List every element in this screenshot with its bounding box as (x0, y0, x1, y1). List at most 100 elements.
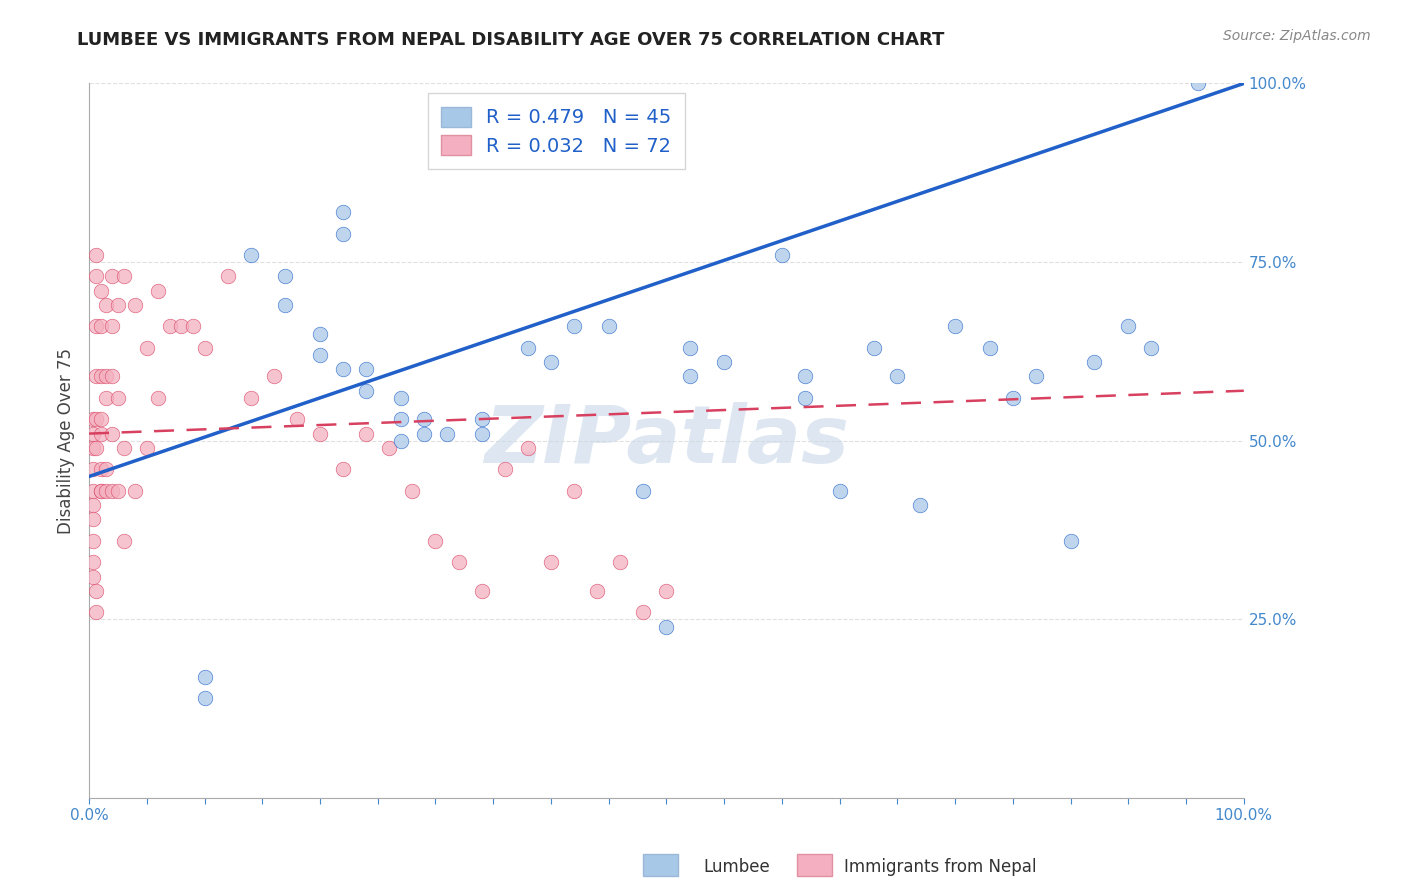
Point (112, 269, 135, 284)
Point (943, 319, 966, 334)
Point (101, 319, 124, 334)
Point (82, 555, 104, 569)
Point (124, 483, 146, 498)
Point (107, 391, 129, 405)
Point (354, 426, 377, 441)
Point (910, 498, 932, 512)
Point (90, 483, 112, 498)
Legend: R = 0.479   N = 45, R = 0.032   N = 72: R = 0.479 N = 45, R = 0.032 N = 72 (427, 93, 685, 169)
Point (217, 269, 239, 284)
Point (101, 483, 124, 498)
Point (90, 319, 112, 334)
Point (516, 341, 538, 355)
Point (107, 483, 129, 498)
Point (609, 555, 631, 569)
Point (633, 483, 655, 498)
Point (562, 483, 585, 498)
Point (84, 441, 107, 455)
Point (562, 319, 585, 334)
Point (101, 269, 124, 284)
Point (96, 298, 118, 312)
Point (516, 441, 538, 455)
Point (770, 248, 793, 262)
Point (413, 426, 436, 441)
Point (96, 483, 118, 498)
Point (135, 341, 157, 355)
Point (425, 533, 447, 548)
Point (389, 434, 412, 448)
Point (828, 483, 851, 498)
Point (135, 441, 157, 455)
Point (90, 483, 112, 498)
Point (794, 369, 817, 384)
Bar (797, 854, 832, 876)
Point (586, 583, 609, 598)
Point (540, 555, 562, 569)
Point (378, 441, 401, 455)
Point (471, 412, 494, 426)
Point (159, 319, 181, 334)
Point (678, 341, 700, 355)
Point (90, 426, 112, 441)
Point (794, 391, 817, 405)
Point (1083, 355, 1105, 369)
Text: Lumbee: Lumbee (703, 858, 769, 876)
Point (471, 426, 494, 441)
Point (82, 441, 104, 455)
Point (886, 369, 908, 384)
Point (239, 391, 262, 405)
Bar (643, 854, 678, 876)
Point (193, 341, 215, 355)
Point (170, 319, 193, 334)
Point (274, 298, 297, 312)
Point (540, 355, 562, 369)
Point (332, 227, 354, 241)
Y-axis label: Disability Age Over 75: Disability Age Over 75 (58, 348, 75, 533)
Point (84, 319, 107, 334)
Point (354, 384, 377, 398)
Point (863, 341, 886, 355)
Point (389, 391, 412, 405)
Point (82, 426, 104, 441)
Point (389, 412, 412, 426)
Point (655, 583, 678, 598)
Point (90, 462, 112, 476)
Point (309, 426, 332, 441)
Point (193, 669, 215, 683)
Point (101, 369, 124, 384)
Point (285, 412, 308, 426)
Point (82, 498, 104, 512)
Point (82, 533, 104, 548)
Point (309, 348, 332, 362)
Point (332, 205, 354, 219)
Point (82, 412, 104, 426)
Point (274, 269, 297, 284)
Point (84, 248, 107, 262)
Point (655, 619, 678, 633)
Point (90, 412, 112, 426)
Point (84, 369, 107, 384)
Point (112, 441, 135, 455)
Point (82, 483, 104, 498)
Point (598, 319, 620, 334)
Text: Immigrants from Nepal: Immigrants from Nepal (844, 858, 1036, 876)
Point (979, 341, 1001, 355)
Point (413, 412, 436, 426)
Point (447, 555, 470, 569)
Point (148, 284, 170, 298)
Point (239, 248, 262, 262)
Point (148, 391, 170, 405)
Point (1059, 533, 1081, 548)
Point (263, 369, 285, 384)
Point (181, 319, 204, 334)
Point (112, 533, 135, 548)
Text: Source: ZipAtlas.com: Source: ZipAtlas.com (1223, 29, 1371, 43)
Point (633, 605, 655, 619)
Point (82, 569, 104, 583)
Point (107, 298, 129, 312)
Text: ZIPatlas: ZIPatlas (484, 401, 849, 480)
Point (1187, 77, 1209, 91)
Point (101, 426, 124, 441)
Point (713, 355, 735, 369)
Point (1116, 319, 1139, 334)
